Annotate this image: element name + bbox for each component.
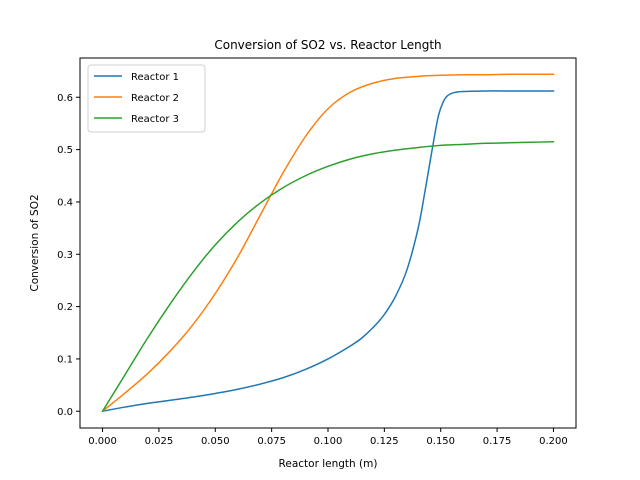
x-tick-label: 0.000 [88, 436, 117, 447]
series-line-reactor-3 [101, 140, 555, 413]
x-tick-label: 0.075 [257, 436, 286, 447]
y-tick-label: 0.0 [57, 407, 73, 418]
y-tick-label: 0.4 [57, 197, 73, 208]
legend: Reactor 1 Reactor 2 Reactor 3 [87, 64, 206, 133]
x-tick-label: 0.100 [314, 436, 343, 447]
y-tick-label: 0.3 [57, 250, 73, 261]
series-line-reactor-1 [101, 90, 555, 413]
x-tick-label: 0.200 [539, 436, 568, 447]
y-tick-label: 0.5 [57, 145, 73, 156]
x-tick-label: 0.050 [201, 436, 230, 447]
y-axis-label: Conversion of SO2 [29, 194, 41, 291]
series-line-reactor-2 [101, 73, 555, 413]
legend-label-reactor-2: Reactor 2 [131, 93, 179, 104]
legend-label-reactor-1: Reactor 1 [131, 72, 179, 83]
y-tick-label: 0.1 [57, 354, 73, 365]
series-lines [101, 73, 555, 413]
y-tick-label: 0.2 [57, 302, 73, 313]
x-tick-label: 0.125 [370, 436, 399, 447]
x-axis-label: Reactor length (m) [279, 458, 378, 470]
y-axis-ticks: 0.0 0.1 0.2 0.3 0.4 0.5 0.6 [57, 93, 80, 418]
legend-label-reactor-3: Reactor 3 [131, 114, 179, 125]
x-axis-ticks: 0.000 0.025 0.050 0.075 0.100 0.125 0.150 0.175… [88, 428, 568, 447]
x-tick-label: 0.175 [483, 436, 512, 447]
plot-frame [79, 57, 577, 429]
chart-title: Conversion of SO2 vs. Reactor Length [214, 38, 441, 52]
x-tick-label: 0.025 [145, 436, 174, 447]
x-tick-label: 0.150 [426, 436, 455, 447]
legend-box [87, 64, 206, 133]
y-tick-label: 0.6 [57, 93, 73, 104]
